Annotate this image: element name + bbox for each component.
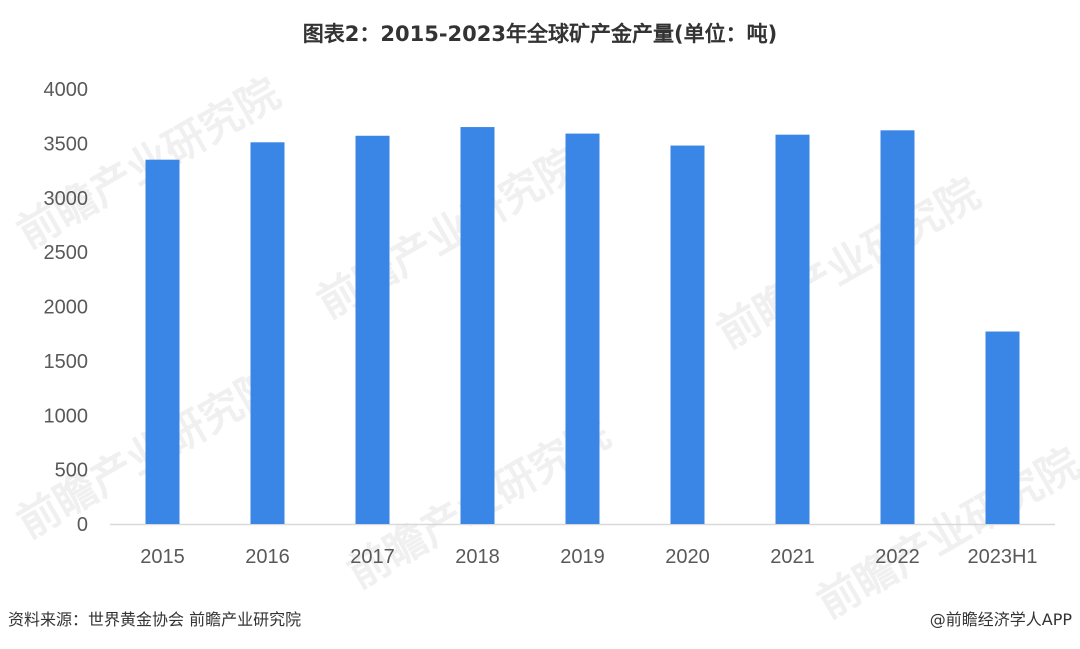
y-tick-label: 3500 (44, 133, 89, 155)
bar (880, 130, 915, 524)
y-tick-label: 3000 (44, 188, 89, 210)
x-tick-label: 2021 (770, 546, 815, 568)
bar (250, 142, 285, 524)
y-tick-label: 1500 (44, 351, 89, 373)
x-tick-label: 2022 (875, 546, 920, 568)
bar-chart: 0 500 1000 1500 2000 2500 3000 3500 4000 2015 2016… (44, 79, 1055, 568)
bar (565, 133, 600, 524)
y-tick-label: 2000 (44, 297, 89, 319)
bar (355, 135, 390, 524)
x-tick-label: 2015 (140, 546, 185, 568)
y-tick-label: 500 (55, 460, 88, 482)
x-tick-label: 2017 (350, 546, 395, 568)
x-tick-label: 2020 (665, 546, 710, 568)
brand-credit: @前瞻经济学人APP (929, 610, 1072, 629)
x-tick-label: 2023H1 (967, 546, 1037, 568)
y-tick-label: 4000 (44, 79, 89, 101)
chart-title: 图表2：2015-2023年全球矿产金产量(单位：吨) (302, 22, 778, 46)
y-tick-label: 0 (77, 514, 88, 536)
bar (985, 331, 1020, 524)
source-note: 资料来源：世界黄金协会 前瞻产业研究院 (8, 610, 302, 629)
x-tick-label: 2016 (245, 546, 290, 568)
bar (460, 127, 495, 524)
bar (145, 159, 180, 524)
y-tick-label: 2500 (44, 242, 89, 264)
y-tick-label: 1000 (44, 405, 89, 427)
x-tick-label: 2018 (455, 546, 500, 568)
x-tick-label: 2019 (560, 546, 605, 568)
bar (775, 134, 810, 525)
bar (670, 145, 705, 525)
